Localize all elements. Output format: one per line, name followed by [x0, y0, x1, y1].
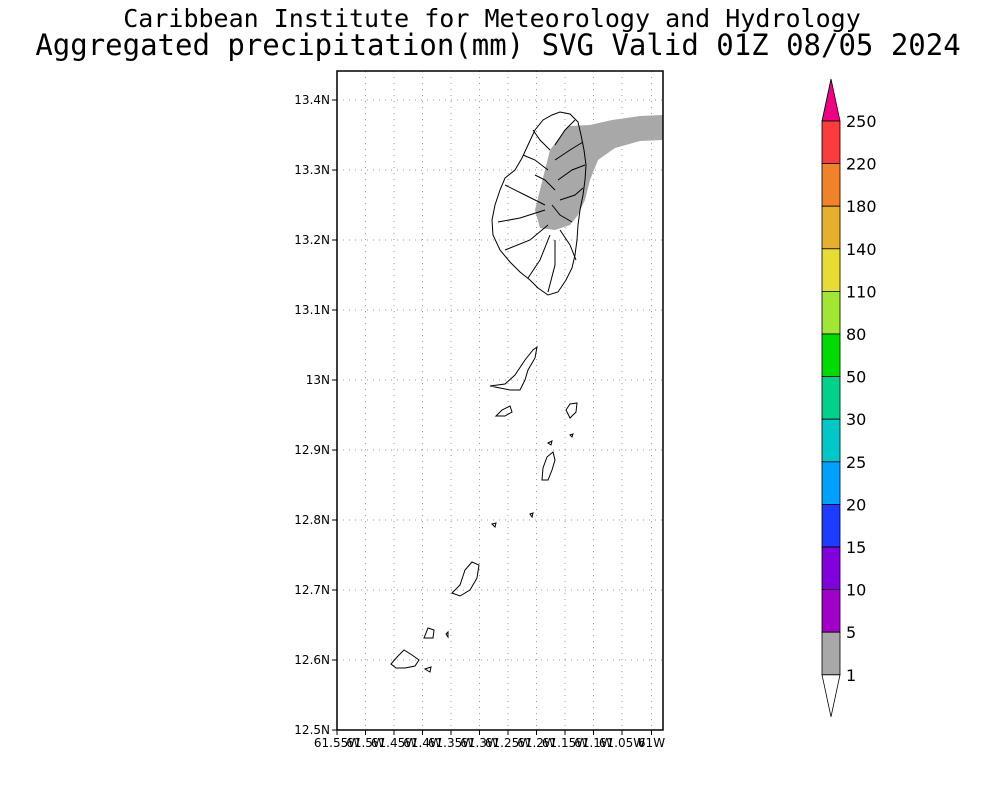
colorbar-label: 140 [846, 240, 877, 259]
lon-tick-label: 61.1W [574, 736, 613, 750]
colorbar-segment [821, 333, 841, 377]
colorbar-segment [821, 290, 841, 335]
institute-title: Caribbean Institute for Meteorology and … [123, 4, 861, 33]
colorbar-label: 80 [846, 325, 866, 344]
islet-c [491, 522, 497, 528]
lon-tick-label: 61.3W [460, 736, 499, 750]
islet-f [445, 630, 449, 639]
map-panel [336, 70, 664, 731]
lon-tick-label: 61.15W [542, 736, 588, 750]
islet-a [547, 440, 553, 446]
lat-tick-label: 12.6N [294, 653, 330, 667]
longitude-axis: 61.55W61.5W61.45W61.4W61.35W61.3W61.25W6… [314, 730, 665, 750]
colorbar-segment [821, 503, 841, 548]
colorbar-segment [821, 163, 841, 207]
colorbar-segment [821, 631, 841, 676]
st-vincent-coastline [491, 111, 587, 296]
colorbar-legend: 250 220 180 140 110 80 50 30 25 20 15 10 5 1 [821, 78, 877, 717]
river-1 [504, 184, 546, 206]
colorbar-over-triangle [821, 78, 841, 122]
lat-tick-label: 12.5N [294, 723, 330, 737]
lon-tick-label: 61.25W [485, 736, 531, 750]
st-vincent-island [491, 111, 587, 296]
union-island [451, 561, 480, 597]
islet-g [423, 666, 432, 673]
lat-tick-label: 12.8N [294, 513, 330, 527]
river-5 [547, 240, 556, 293]
colorbar-label: 50 [846, 368, 866, 387]
colorbar-segment [821, 461, 841, 505]
colorbar-label: 220 [846, 155, 877, 174]
map-background [337, 71, 663, 730]
lon-tick-label: 61.45W [371, 736, 417, 750]
colorbar-segment [821, 376, 841, 420]
river-7 [559, 187, 584, 201]
lon-tick-label: 61.55W [314, 736, 360, 750]
gridlines [337, 71, 663, 730]
lat-tick-label: 13.3N [294, 163, 330, 177]
river-9 [554, 141, 584, 161]
lon-tick-label: 61W [638, 736, 665, 750]
precip-area-north [535, 115, 663, 230]
river-4 [527, 234, 551, 279]
lat-tick-label: 13.1N [294, 303, 330, 317]
colorbar-label: 30 [846, 410, 866, 429]
colorbar-label: 250 [846, 112, 877, 131]
river-3 [504, 224, 549, 251]
river-8 [557, 164, 586, 181]
lat-tick-label: 12.9N [294, 443, 330, 457]
lat-tick-label: 12.7N [294, 583, 330, 597]
lon-tick-label: 61.4W [403, 736, 442, 750]
colorbar-label: 20 [846, 495, 866, 514]
colorbar-segment [821, 120, 841, 164]
colorbar-segment [821, 418, 841, 463]
colorbar-segment [821, 205, 841, 250]
lat-tick-label: 13.2N [294, 233, 330, 247]
river-2 [497, 209, 546, 223]
colorbar-segment [821, 546, 841, 590]
map-title: Aggregated precipitation(mm) SVG Valid 0… [35, 28, 960, 62]
colorbar-under-triangle [821, 674, 841, 717]
colorbar-label: 1 [846, 666, 856, 685]
river-10 [554, 119, 576, 146]
lon-tick-label: 61.5W [346, 736, 385, 750]
colorbar-label: 180 [846, 197, 877, 216]
river-12 [532, 129, 551, 151]
islet-e [423, 627, 435, 639]
lon-tick-label: 61.2W [517, 736, 556, 750]
islet-d [529, 512, 534, 519]
river-11 [522, 154, 549, 171]
colorbar-label: 5 [846, 623, 856, 642]
colorbar-segment [821, 248, 841, 292]
colorbar-label: 10 [846, 581, 866, 600]
lon-tick-label: 61.35W [428, 736, 474, 750]
bequia-island [489, 345, 538, 391]
river-13 [534, 174, 556, 191]
lon-tick-label: 61.05W [599, 736, 645, 750]
carriacou-south [390, 649, 420, 669]
bequia-islet [494, 405, 513, 417]
latitude-axis: 13.4N 13.3N 13.2N 13.1N 13N 12.9N 12.8N 12.7N 12… [294, 93, 337, 737]
lat-tick-label: 13N [306, 373, 330, 387]
colorbar-segment [821, 589, 841, 633]
islet-b [569, 433, 574, 438]
river-6 [559, 229, 577, 261]
map-frame [336, 70, 664, 731]
colorbar-label: 15 [846, 538, 866, 557]
canouan-island [541, 451, 556, 481]
mustique-island [565, 402, 578, 419]
grenadines-islands [390, 345, 578, 673]
colorbar-label: 110 [846, 282, 877, 301]
precipitation-shading [535, 115, 663, 230]
colorbar-label: 25 [846, 453, 866, 472]
river-14 [551, 204, 573, 223]
lat-tick-label: 13.4N [294, 93, 330, 107]
